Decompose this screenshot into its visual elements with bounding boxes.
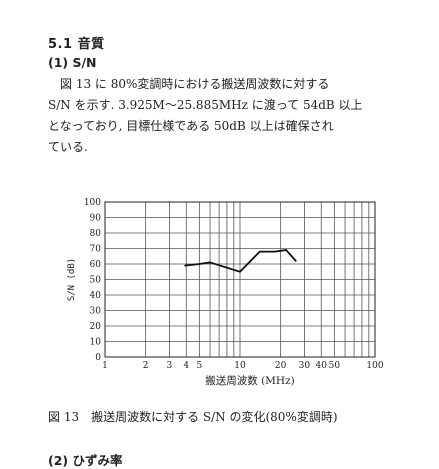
body-paragraph: 図 13 に 80%変調時における搬送周波数に対する S/N を示す. 3.92…: [48, 74, 408, 158]
series-layer: [184, 249, 297, 273]
next-subsection-number: (2): [48, 453, 69, 468]
y-tick-label: 70: [90, 245, 102, 255]
data-point: [273, 250, 276, 253]
data-point: [184, 264, 187, 267]
data-point: [285, 249, 288, 251]
subsection-title: S/N: [72, 55, 97, 70]
y-tick-label: 10: [90, 338, 102, 348]
subsection-heading: (1) S/N: [48, 55, 97, 70]
next-subsection-title: ひずみ率: [72, 453, 123, 468]
x-tick-label: 10: [234, 361, 246, 371]
x-tick-label: 3: [167, 361, 173, 371]
y-tick-label: 30: [90, 307, 102, 317]
section-heading: 5.1 音質: [48, 33, 105, 52]
sn-chart: 0 10 20 30 40 50 60 70 80 90 100 1 2 3 4 5 10 20 30 40 50 10…: [60, 190, 390, 390]
x-tick-label: 40: [316, 361, 328, 371]
paragraph-line: S/N を示す. 3.925M～25.885MHz に渡って 54dB 以上: [48, 98, 363, 112]
plot-frame: [104, 201, 376, 358]
x-tick-label: 100: [366, 361, 383, 371]
x-tick-label: 4: [183, 361, 189, 371]
x-tick-labels: 1 2 3 4 5 10 20 30 40 50 100: [102, 361, 384, 371]
data-line: [185, 249, 297, 273]
y-tick-label: 40: [90, 291, 102, 301]
y-tick-label: 90: [90, 214, 102, 224]
data-point: [239, 270, 241, 273]
x-tick-label: 50: [329, 361, 341, 371]
y-axis-label: S/N (dB): [67, 258, 77, 301]
x-tick-label: 5: [196, 361, 202, 371]
subsection-number: (1): [48, 55, 69, 70]
y-tick-label: 50: [90, 276, 102, 286]
figure-caption: 図 13 搬送周波数に対する S/N の変化(80%変調時): [48, 410, 338, 424]
data-point: [198, 263, 201, 265]
data-point: [209, 261, 211, 264]
y-tick-labels: 0 10 20 30 40 50 60 70 80 90 100: [84, 198, 101, 363]
y-tick-label: 80: [90, 229, 102, 239]
y-tick-label: 100: [84, 198, 101, 208]
x-tick-label: 20: [275, 361, 287, 371]
section-number: 5.1: [48, 37, 73, 52]
data-point: [258, 250, 261, 253]
next-subsection-heading: (2) ひずみ率: [48, 450, 123, 469]
section-title: 音質: [77, 37, 105, 52]
paragraph-line: 図 13 に 80%変調時における搬送周波数に対する: [60, 77, 330, 91]
y-tick-label: 60: [90, 260, 102, 270]
data-point: [294, 260, 297, 262]
paragraph-line: となっており, 目標仕様である 50dB 以上は確保され: [48, 119, 334, 133]
y-tick-label: 20: [90, 322, 102, 332]
x-tick-label: 30: [299, 361, 311, 371]
paragraph-line: ている.: [48, 140, 88, 154]
chart-grid: [104, 201, 376, 358]
x-tick-label: 1: [102, 361, 108, 371]
x-tick-label: 2: [143, 361, 149, 371]
y-tick-label: 0: [95, 353, 101, 363]
x-axis-label: 搬送周波数 (MHz): [205, 374, 294, 387]
